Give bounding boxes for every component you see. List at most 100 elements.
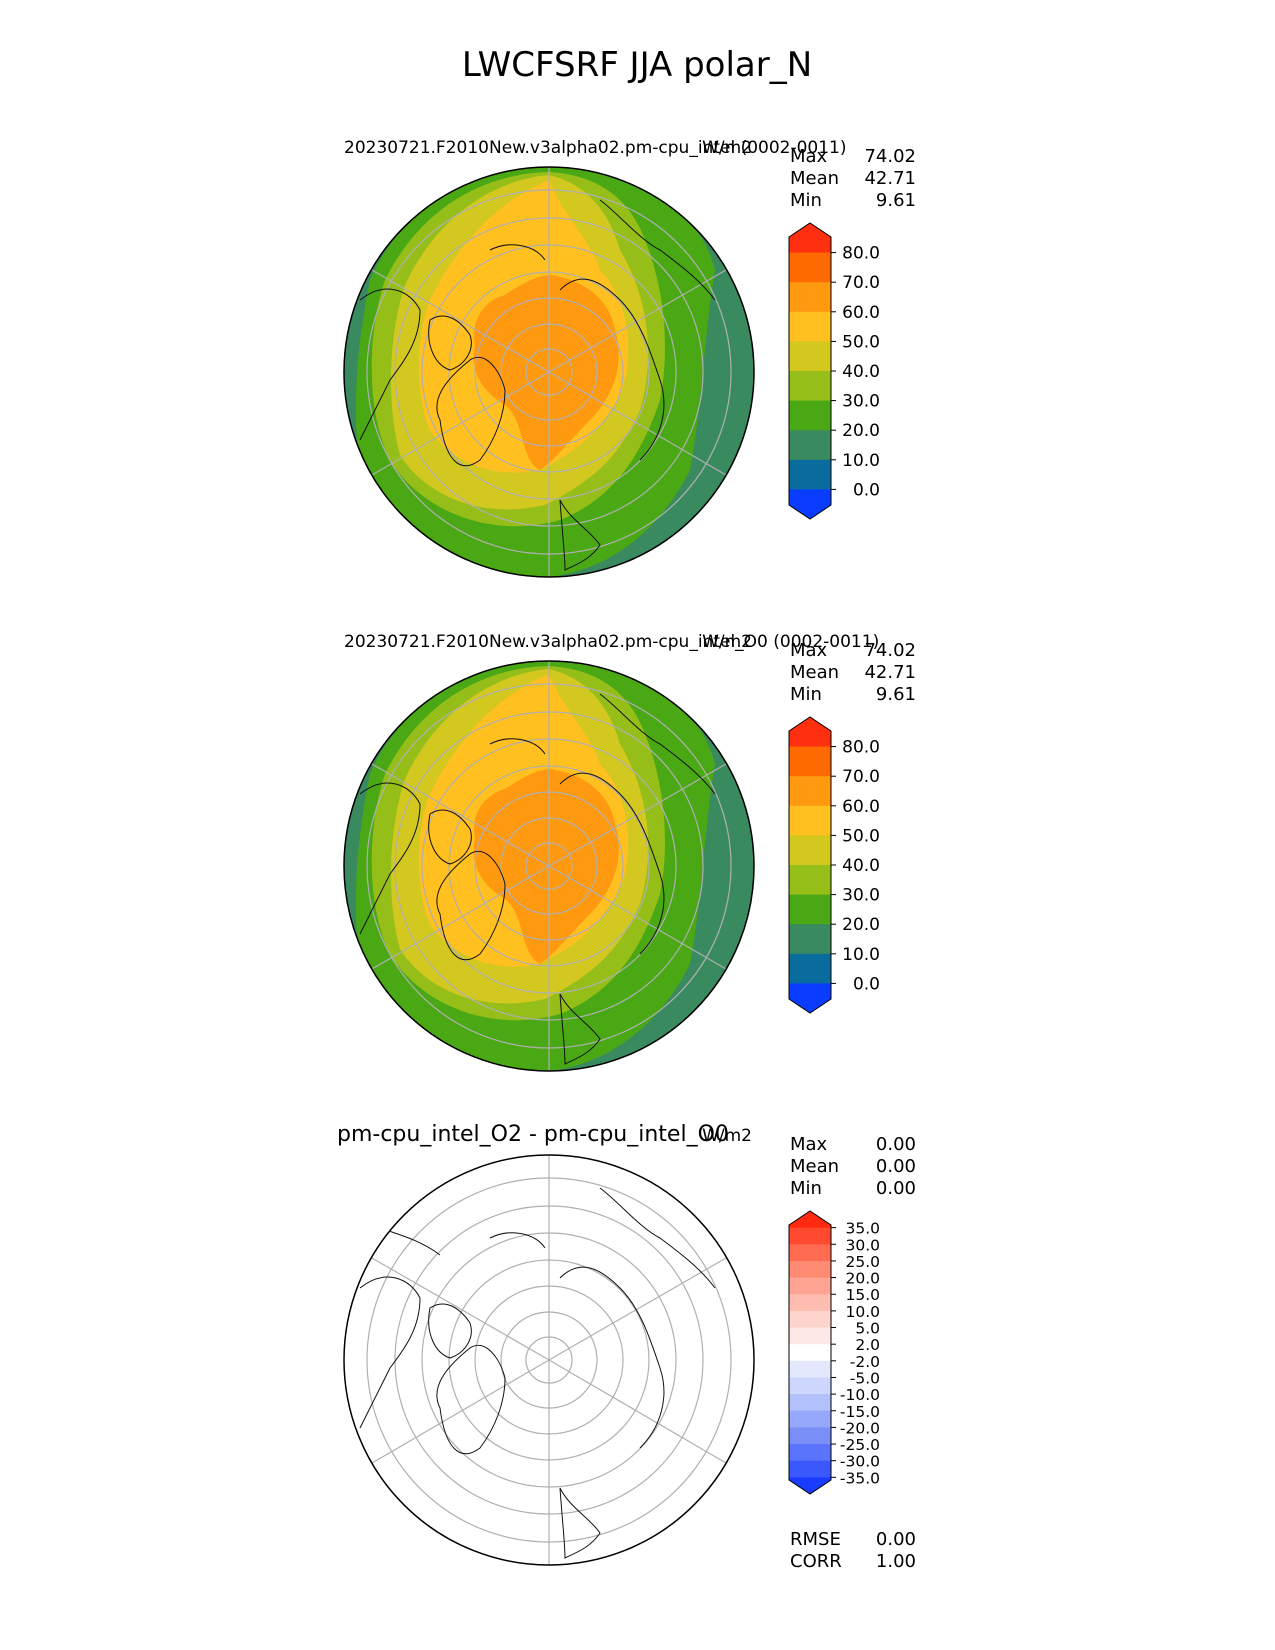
panel-2-colorbar-tick-label: 80.0: [842, 738, 880, 758]
panel-1: 20230721.F2010New.v3alpha02.pm-cpu_intel…: [343, 138, 916, 578]
panel-2-field-level-6: [473, 769, 619, 964]
panel-1-colorbar-segment: [789, 489, 831, 519]
panel-3-metric-rmse-label: RMSE: [790, 1529, 841, 1550]
panel-3-colorbar-segment: [789, 1327, 831, 1345]
panel-2-colorbar-tick-label: 30.0: [842, 886, 880, 906]
panel-1-colorbar-segment: [789, 252, 831, 283]
panel-3-metric-rmse-value: 0.00: [876, 1529, 916, 1550]
panel-3-stat-mean-label: Mean: [790, 1156, 839, 1177]
panel-2-units: W/m2: [702, 632, 752, 652]
panel-1-colorbar-segment: [789, 282, 831, 313]
panel-1-colorbar-segment: [789, 430, 831, 461]
panel-3-colorbar-tick-label: 25.0: [845, 1253, 880, 1271]
panel-3-colorbar-segment: [789, 1310, 831, 1329]
panel-1-colorbar-segment: [789, 341, 831, 372]
panel-2-colorbar-tick-label: 20.0: [842, 915, 880, 935]
panel-2-stat-min-value: 9.61: [876, 684, 916, 705]
panel-2-stats: Max 74.02 Mean 42.71 Min 9.61: [790, 640, 916, 705]
panel-3-colorbar-tick-label: -35.0: [840, 1469, 880, 1487]
panel-1-colorbar-tick-label: 50.0: [842, 332, 880, 352]
panel-1-colorbar-segment: [789, 459, 831, 490]
panel-3-colorbar-segment: [789, 1211, 831, 1229]
panel-2-title: 20230721.F2010New.v3alpha02.pm-cpu_intel…: [344, 632, 879, 652]
panel-3-colorbar-tick-label: -2.0: [850, 1353, 880, 1371]
panel-3-colorbar-tick-label: 5.0: [855, 1320, 880, 1338]
panel-2-stat-mean-label: Mean: [790, 662, 839, 683]
panel-3-graticule: [366, 1155, 732, 1565]
panel-1-colorbar-tick-label: 20.0: [842, 421, 880, 441]
panel-2-polar-map: [343, 660, 755, 1072]
panel-2-colorbar-tick-label: 10.0: [842, 945, 880, 965]
panel-3-colorbar-tick-label: 2.0: [855, 1336, 880, 1354]
panel-3-colorbar-segment: [789, 1260, 831, 1279]
panel-3-metric-corr-label: CORR: [790, 1551, 842, 1572]
panel-3-colorbar: 35.030.025.020.015.010.05.02.0-2.0-5.0-1…: [788, 1210, 880, 1495]
panel-2-map-border: [343, 660, 755, 1072]
panel-1-colorbar-segment: [789, 311, 831, 342]
panel-1-colorbar-segment: [789, 223, 831, 254]
panel-1-map-border: [343, 166, 755, 578]
panel-1-colorbar-tick-label: 10.0: [842, 451, 880, 471]
panel-3-stats: Max 0.00 Mean 0.00 Min 0.00: [790, 1134, 916, 1199]
panel-1-stat-mean-value: 42.71: [864, 168, 916, 189]
panel-3-metrics: RMSE 0.00 CORR 1.00: [790, 1529, 916, 1572]
panel-1-colorbar-tick-label: 60.0: [842, 303, 880, 323]
panel-2-colorbar-segment: [789, 865, 831, 896]
panel-3-stat-max-label: Max: [790, 1134, 828, 1155]
panel-1-colorbar-segment: [789, 371, 831, 402]
panel-1-stat-min-value: 9.61: [876, 190, 916, 211]
panel-1-colorbar-tick-label: 30.0: [842, 392, 880, 412]
panel-3-colorbar-segment: [789, 1410, 831, 1429]
panel-1-colorbar: 80.0 70.0 60.0 50.0 40.0 30.0 20.0 10.0 0.0: [788, 222, 880, 520]
panel-1-polar-map: [343, 166, 755, 578]
panel-1-stats: Max 74.02 Mean 42.71 Min 9.61: [790, 146, 916, 211]
panel-1-colorbar-tick-label: 40.0: [842, 362, 880, 382]
panel-3-metric-corr-value: 1.00: [876, 1551, 916, 1572]
panel-2-colorbar-tick-label: 0.0: [853, 974, 880, 994]
panel-1-colorbar-tick-label: 70.0: [842, 273, 880, 293]
panel-1-stat-min-label: Min: [790, 190, 822, 211]
panel-2-stat-max-value: 74.02: [864, 640, 916, 661]
panel-2-colorbar-tick-label: 70.0: [842, 767, 880, 787]
panel-3-colorbar-segment: [789, 1444, 831, 1462]
panel-2-stat-mean-value: 42.71: [864, 662, 916, 683]
panel-1-coastlines: [359, 199, 716, 571]
panel-3-colorbar-segment: [789, 1360, 831, 1379]
panel-2: 20230721.F2010New.v3alpha02.pm-cpu_intel…: [343, 632, 916, 1072]
panel-1-field-level-6: [473, 275, 619, 470]
panel-3-colorbar-tick-label: -10.0: [840, 1386, 880, 1404]
panel-2-colorbar-segment: [789, 805, 831, 836]
figure-title: LWCFSRF JJA polar_N: [462, 45, 812, 85]
panel-3-colorbar-segment: [789, 1244, 831, 1262]
panel-3-colorbar-segment: [789, 1344, 831, 1362]
panel-1-stat-max-value: 74.02: [864, 146, 916, 167]
panel-3-stat-mean-value: 0.00: [876, 1156, 916, 1177]
panel-2-coastlines: [359, 693, 716, 1065]
panel-3-colorbar-tick-label: 30.0: [845, 1236, 880, 1254]
panel-3-stat-min-value: 0.00: [876, 1178, 916, 1199]
panel-3-colorbar-segment: [789, 1294, 831, 1312]
panel-3-map-border: [343, 1154, 755, 1566]
panel-3: pm-cpu_intel_O2 - pm-cpu_intel_O0 W/m2 M…: [337, 1122, 916, 1572]
panel-3-colorbar-tick-label: -30.0: [840, 1453, 880, 1471]
panel-2-colorbar-segment: [789, 983, 831, 1013]
panel-3-colorbar-tick-label: 15.0: [845, 1286, 880, 1304]
panel-3-colorbar-tick-label: -20.0: [840, 1419, 880, 1437]
panel-3-title: pm-cpu_intel_O2 - pm-cpu_intel_O0: [337, 1122, 729, 1147]
panel-2-colorbar-tick-label: 40.0: [842, 856, 880, 876]
panel-3-colorbar-tick-label: -15.0: [840, 1403, 880, 1421]
panel-3-colorbar-tick-label: -5.0: [850, 1369, 880, 1387]
panel-2-stat-min-label: Min: [790, 684, 822, 705]
panel-2-colorbar-tick-label: 60.0: [842, 797, 880, 817]
panel-1-colorbar-segment: [789, 400, 831, 431]
panel-1-colorbar-tick-label: 0.0: [853, 480, 880, 500]
panel-3-colorbar-segment: [789, 1477, 831, 1494]
panel-3-colorbar-segment: [789, 1277, 831, 1295]
panel-2-colorbar-segment: [789, 894, 831, 925]
panel-3-colorbar-segment: [789, 1377, 831, 1395]
panel-2-stat-max-label: Max: [790, 640, 828, 661]
panel-1-stat-mean-label: Mean: [790, 168, 839, 189]
panel-2-colorbar-segment: [789, 746, 831, 777]
panel-3-stat-min-label: Min: [790, 1178, 822, 1199]
